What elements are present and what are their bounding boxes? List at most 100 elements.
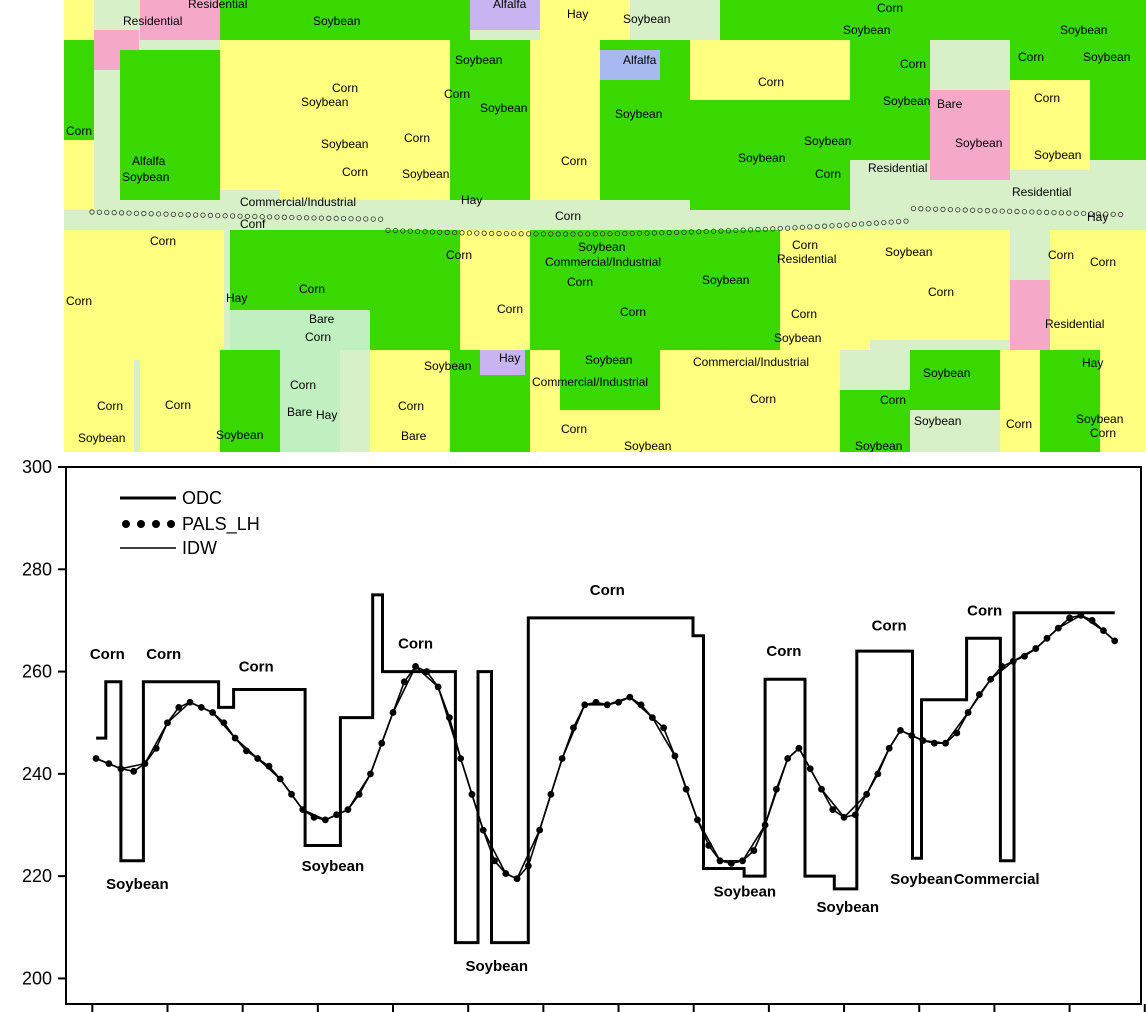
map-label: Corn — [561, 422, 587, 436]
map-label: Corn — [305, 330, 331, 344]
x-axis — [91, 1004, 1146, 1012]
pals-lh-point — [739, 857, 746, 865]
pals-lh-point — [1043, 634, 1051, 642]
transect-point — [577, 231, 584, 237]
map-label: Corn — [1090, 426, 1116, 440]
map-label: Soybean — [624, 439, 671, 452]
transect-point — [659, 230, 665, 236]
parcel — [220, 350, 280, 452]
map-label: Corn — [620, 305, 646, 319]
pals-lh-point — [117, 765, 125, 773]
transect-point — [725, 228, 732, 234]
pals-lh-point — [186, 698, 194, 706]
y-tick-label: 220 — [22, 866, 52, 886]
map-label: Soybean — [855, 439, 902, 452]
pals-lh-point — [660, 724, 668, 732]
transect-point — [1044, 209, 1050, 215]
legend-label: ODC — [182, 488, 222, 508]
map-label: Soybean — [122, 170, 169, 184]
transect-point — [799, 224, 806, 230]
transect-point — [437, 229, 443, 235]
transect-point — [244, 213, 250, 219]
parcel — [140, 0, 220, 40]
pals-lh-point — [513, 875, 521, 883]
parcel — [720, 0, 850, 40]
pals-lh-point — [367, 770, 374, 778]
chart-annotation: Commercial — [954, 871, 1040, 888]
pals-lh-point — [727, 859, 735, 867]
transect-point — [807, 224, 813, 230]
pals-lh-point — [333, 811, 341, 819]
y-tick-label: 280 — [22, 559, 52, 579]
parcel — [370, 350, 450, 452]
y-tick-label: 240 — [22, 764, 52, 784]
transect-point — [1029, 209, 1035, 215]
transect-point — [111, 210, 117, 216]
transect-point — [873, 220, 880, 226]
transect-point — [829, 223, 835, 229]
plot-frame — [65, 466, 1142, 1005]
transect-point — [540, 231, 547, 237]
pals-lh-point — [626, 693, 634, 701]
map-label: Corn — [880, 393, 906, 407]
pals-lh-point — [942, 739, 949, 747]
pals-lh-point — [885, 744, 893, 752]
transect-point — [696, 229, 702, 235]
parcel — [850, 0, 1010, 40]
map-label: Soybean — [738, 151, 785, 165]
chart-annotation: Corn — [590, 582, 625, 599]
legend-swatch-pals-lh — [167, 520, 175, 528]
pals-lh-point — [209, 709, 216, 716]
transect-point — [1088, 211, 1094, 217]
pals-lh-point — [964, 709, 972, 716]
transect-point — [207, 212, 213, 218]
transect-point — [747, 227, 754, 233]
transect-point — [459, 230, 465, 236]
transect-point — [385, 227, 391, 233]
parcel — [540, 0, 630, 40]
transect-point — [377, 216, 384, 222]
map-label: Corn — [165, 398, 191, 412]
transect-point — [851, 221, 857, 228]
transect-point — [407, 228, 413, 234]
parcel — [370, 40, 450, 200]
parcel — [1050, 230, 1146, 350]
map-label: Soybean — [321, 137, 368, 151]
transect-point — [599, 231, 606, 237]
y-tick-label: 200 — [22, 968, 52, 988]
series-idw — [95, 614, 1116, 880]
parcel — [370, 230, 460, 350]
parcel — [1010, 80, 1090, 170]
pals-lh-point — [795, 744, 803, 752]
map-label: Soybean — [843, 23, 890, 37]
pals-lh-point — [897, 726, 904, 734]
pals-lh-point — [648, 714, 656, 721]
transect-point — [503, 231, 509, 237]
pals-lh-point — [299, 806, 307, 814]
pals-lh-point — [412, 663, 419, 670]
transect-point — [777, 225, 783, 232]
parcel — [530, 40, 600, 200]
transect-point — [585, 231, 591, 237]
pals-lh-point — [1077, 611, 1085, 619]
pals-lh-point — [254, 755, 262, 762]
chart-annotation: Soybean — [302, 858, 365, 875]
pals-lh-point — [570, 724, 577, 732]
map-parcels — [64, 0, 1146, 452]
pals-lh-point — [1111, 637, 1119, 645]
map-label: Soybean — [480, 101, 527, 115]
pals-lh-point — [930, 739, 938, 747]
pals-lh-point — [265, 762, 273, 770]
annotations: Corn Soybean Corn Corn Soybean Corn Soybean Cor… — [90, 582, 1040, 975]
map-label: Soybean — [216, 428, 263, 442]
map-label: Soybean — [885, 245, 932, 259]
transect-point — [303, 215, 310, 221]
chart-annotation: Corn — [398, 636, 433, 653]
pals-lh-point — [1088, 617, 1096, 624]
map-label: Bare — [937, 97, 963, 111]
map-label: Corn — [555, 209, 581, 223]
parcel — [840, 390, 910, 452]
transect-point — [636, 230, 643, 236]
map-label: Alfalfa — [493, 0, 527, 11]
transect-point — [740, 227, 746, 233]
